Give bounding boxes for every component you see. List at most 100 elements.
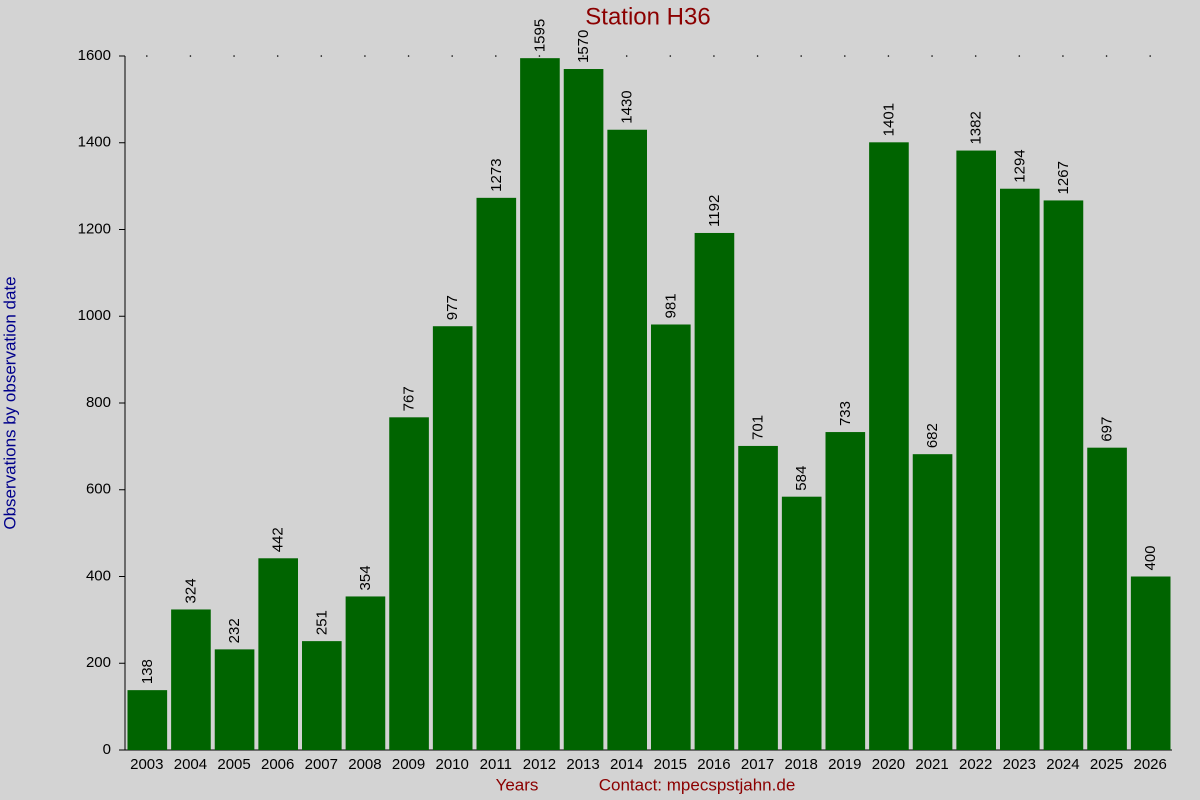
bar	[1000, 188, 1040, 751]
value-label: 977	[444, 295, 461, 320]
value-label: 138	[139, 659, 156, 684]
value-label: 1192	[706, 195, 723, 227]
top-dot	[407, 55, 410, 57]
y-tick-label: 1000	[78, 307, 111, 324]
value-label: 1267	[1055, 161, 1072, 194]
value-label: 1382	[968, 111, 985, 144]
value-label: 1401	[880, 103, 897, 136]
y-tick-label: 200	[86, 654, 111, 671]
bar	[389, 417, 429, 750]
top-dot	[800, 55, 802, 57]
top-dot	[844, 55, 846, 57]
bar	[607, 129, 647, 751]
x-tick-label: 2016	[697, 756, 730, 773]
x-tick-label: 2006	[261, 756, 294, 773]
top-dot	[887, 55, 890, 57]
top-dot	[276, 55, 279, 57]
value-label: 981	[662, 293, 679, 318]
value-label: 1294	[1011, 149, 1028, 182]
x-tick-label: 2007	[305, 756, 338, 773]
x-tick-label: 2026	[1134, 756, 1167, 773]
value-label: 584	[793, 466, 810, 491]
bar	[869, 142, 909, 750]
x-tick-label: 2024	[1046, 756, 1079, 773]
x-tick-label: 2014	[610, 756, 643, 773]
value-label: 232	[226, 618, 243, 643]
bar	[1043, 200, 1084, 751]
bar	[781, 496, 822, 750]
top-dot	[756, 55, 759, 57]
top-dot	[974, 55, 977, 57]
bar	[432, 326, 473, 750]
bar	[738, 445, 778, 750]
bar	[476, 197, 517, 750]
top-dot	[495, 55, 497, 57]
x-tick-label: 2009	[392, 756, 425, 773]
top-dot	[582, 55, 584, 57]
bar	[651, 324, 691, 750]
y-tick-label: 400	[86, 567, 111, 584]
x-tick-label: 2020	[872, 756, 905, 773]
value-label: 400	[1142, 545, 1159, 570]
value-label: 1595	[531, 19, 548, 52]
x-tick-label: 2011	[480, 756, 512, 773]
value-label: 1570	[575, 30, 592, 63]
bar	[956, 150, 996, 750]
top-dot	[931, 55, 933, 57]
bar	[258, 558, 298, 750]
contact-note: Contact: mpecspstjahn.de	[599, 775, 796, 794]
value-label: 324	[182, 578, 199, 603]
bar	[1087, 447, 1127, 750]
value-label: 767	[401, 386, 418, 411]
value-label: 442	[270, 527, 287, 552]
y-tick-label: 1600	[78, 47, 111, 64]
bar	[563, 69, 604, 750]
top-dot	[538, 55, 541, 57]
top-dot	[1018, 55, 1021, 57]
top-dot	[625, 55, 628, 57]
x-tick-label: 2004	[174, 756, 207, 773]
y-tick-label: 0	[103, 741, 111, 758]
top-dot	[451, 55, 453, 57]
top-dot	[233, 55, 235, 57]
top-dot	[1149, 55, 1151, 57]
bar	[912, 454, 953, 750]
value-label: 701	[750, 415, 767, 440]
bar	[302, 641, 342, 750]
bar	[520, 58, 560, 750]
value-label: 682	[924, 423, 941, 448]
x-tick-label: 2013	[566, 756, 599, 773]
value-label: 733	[837, 401, 854, 426]
value-label: 697	[1099, 417, 1116, 442]
x-tick-label: 2008	[348, 756, 381, 773]
x-tick-label: 2018	[785, 756, 818, 773]
value-label: 354	[357, 565, 374, 590]
x-tick-label: 2025	[1090, 756, 1123, 773]
y-tick-label: 1400	[78, 134, 111, 151]
x-axis-label: Years	[496, 775, 539, 794]
bar	[694, 232, 735, 751]
x-tick-label: 2021	[915, 756, 948, 773]
x-tick-label: 2017	[741, 756, 774, 773]
bar	[1130, 576, 1171, 750]
x-tick-label: 2012	[523, 756, 556, 773]
y-tick-label: 800	[86, 394, 111, 411]
top-dot	[364, 55, 366, 57]
chart-title: Station H36	[585, 3, 710, 30]
x-tick-label: 2005	[217, 756, 250, 773]
top-dot	[146, 55, 148, 57]
top-dot	[320, 55, 323, 57]
y-tick-label: 600	[86, 481, 111, 498]
top-dot	[669, 55, 672, 57]
y-axis-label: Observations by observation date	[0, 276, 19, 529]
top-dot	[1105, 55, 1108, 57]
x-tick-label: 2003	[130, 756, 163, 773]
bar	[825, 432, 866, 750]
bar	[214, 649, 255, 750]
x-tick-label: 2022	[959, 756, 992, 773]
x-tick-label: 2023	[1003, 756, 1036, 773]
y-tick-label: 1200	[78, 220, 111, 237]
value-label: 1273	[488, 158, 505, 191]
top-dot	[713, 55, 715, 57]
